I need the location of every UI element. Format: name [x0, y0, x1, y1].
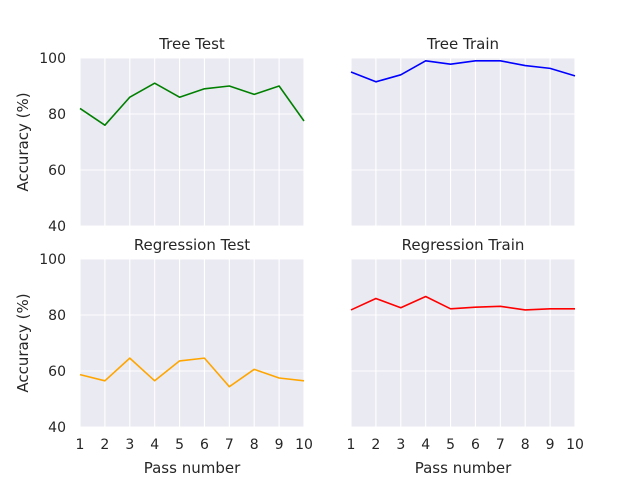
y-tick-label: 40 — [48, 219, 66, 235]
x-tick-label: 8 — [521, 437, 530, 453]
subplot-3: 40 60 80 100 1 2 3 4 5 6 7 8 9 10 Regression Test Pass … — [14, 236, 313, 477]
x-tick-label: 1 — [76, 437, 85, 453]
y-tick-label: 100 — [39, 252, 66, 268]
x-tick-label: 3 — [125, 437, 134, 453]
x-tick-label: 6 — [471, 437, 480, 453]
x-tick-label: 2 — [100, 437, 109, 453]
y-tick-label: 80 — [48, 308, 66, 324]
x-tick-label: 10 — [295, 437, 313, 453]
subplot-2: Tree Train — [350, 35, 576, 227]
plot-area — [351, 58, 575, 226]
x-tick-label: 5 — [175, 437, 184, 453]
y-axis-label: Accuracy (%) — [14, 293, 32, 392]
x-tick-label: 9 — [275, 437, 284, 453]
series-line — [350, 59, 576, 83]
subplot-title: Regression Test — [134, 236, 250, 254]
series-line — [350, 295, 575, 311]
x-tick-label: 10 — [566, 437, 584, 453]
y-tick-label: 60 — [48, 163, 66, 179]
x-tick-label: 9 — [546, 437, 555, 453]
x-axis-label: Pass number — [144, 459, 241, 477]
subplot-title: Tree Train — [426, 35, 499, 53]
x-tick-label: 7 — [225, 437, 234, 453]
y-tick-label: 100 — [39, 51, 66, 67]
series-line — [79, 82, 305, 126]
x-tick-label: 8 — [250, 437, 259, 453]
x-tick-label: 2 — [371, 437, 380, 453]
x-tick-label: 4 — [150, 437, 159, 453]
y-tick-label: 40 — [48, 420, 66, 436]
x-tick-label: 6 — [200, 437, 209, 453]
plot-area — [351, 259, 575, 427]
x-axis-label: Pass number — [415, 459, 512, 477]
x-tick-label: 1 — [347, 437, 356, 453]
x-tick-label: 5 — [446, 437, 455, 453]
subplot-4: 1 2 3 4 5 6 7 8 9 10 Regression Train Pass number — [347, 236, 584, 477]
series-line — [79, 357, 305, 388]
plot-area — [80, 259, 304, 427]
y-tick-label: 60 — [48, 364, 66, 380]
plot-area — [80, 58, 304, 226]
subplot-title: Tree Test — [158, 35, 225, 53]
subplot-1: 40 60 80 100 Tree Test Accuracy (%) — [14, 35, 305, 235]
subplot-title: Regression Train — [402, 236, 525, 254]
x-tick-label: 4 — [421, 437, 430, 453]
x-tick-label: 7 — [496, 437, 505, 453]
y-tick-label: 80 — [48, 107, 66, 123]
x-tick-label: 3 — [396, 437, 405, 453]
y-axis-label: Accuracy (%) — [14, 92, 32, 191]
